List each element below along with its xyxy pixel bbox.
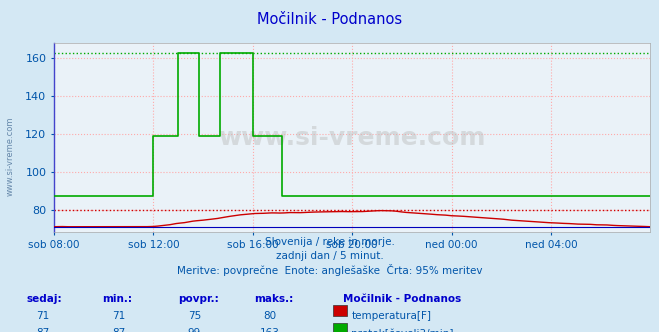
Text: maks.:: maks.: [254, 294, 293, 304]
Text: 71: 71 [112, 311, 125, 321]
Text: pretok[čevelj3/min]: pretok[čevelj3/min] [351, 328, 454, 332]
Text: temperatura[F]: temperatura[F] [351, 311, 431, 321]
Text: 87: 87 [36, 328, 49, 332]
Text: 87: 87 [112, 328, 125, 332]
Text: zadnji dan / 5 minut.: zadnji dan / 5 minut. [275, 251, 384, 261]
Text: 99: 99 [188, 328, 201, 332]
Text: Slovenija / reke in morje.: Slovenija / reke in morje. [264, 237, 395, 247]
Text: www.si-vreme.com: www.si-vreme.com [5, 116, 14, 196]
Text: sedaj:: sedaj: [26, 294, 62, 304]
Text: www.si-vreme.com: www.si-vreme.com [219, 126, 486, 150]
Text: Meritve: povprečne  Enote: anglešaške  Črta: 95% meritev: Meritve: povprečne Enote: anglešaške Črt… [177, 264, 482, 276]
Text: min.:: min.: [102, 294, 132, 304]
Text: 71: 71 [36, 311, 49, 321]
Text: 80: 80 [264, 311, 277, 321]
Text: 163: 163 [260, 328, 280, 332]
Text: 75: 75 [188, 311, 201, 321]
Text: Močilnik - Podnanos: Močilnik - Podnanos [343, 294, 461, 304]
Text: Močilnik - Podnanos: Močilnik - Podnanos [257, 12, 402, 27]
Text: povpr.:: povpr.: [178, 294, 219, 304]
